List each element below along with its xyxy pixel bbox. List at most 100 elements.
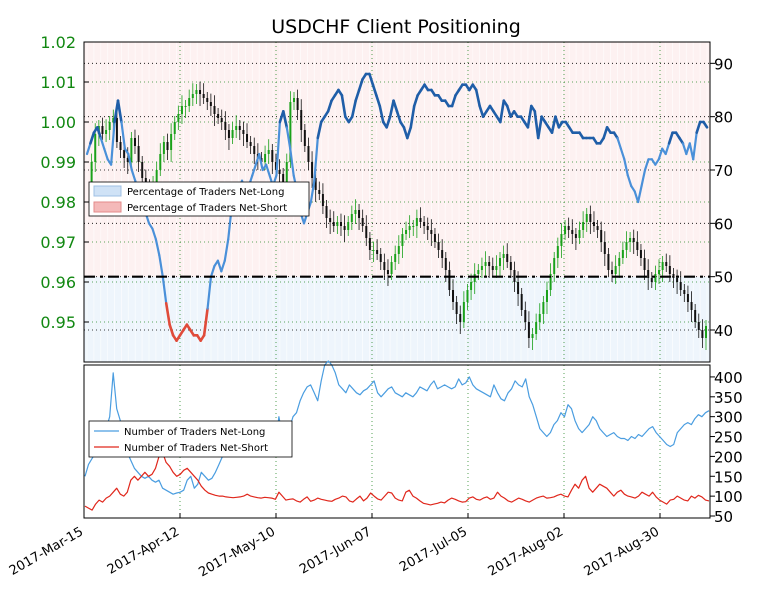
pct-net-long-segment [623, 158, 629, 177]
candle-body [694, 310, 697, 322]
pct-net-long-segment [251, 163, 257, 177]
pct-net-long-segment [285, 126, 292, 150]
count-tick-label: 200 [714, 448, 743, 466]
pct-net-long-segment [357, 78, 364, 92]
candle-body [658, 270, 661, 274]
candle-body [668, 266, 671, 274]
price-tick-label: 1.01 [40, 73, 76, 92]
candle-body [618, 258, 621, 266]
pct-net-long-segment [409, 104, 416, 129]
candle-body [621, 250, 624, 258]
candle-body [224, 122, 227, 130]
candle-body [701, 330, 704, 338]
pct-net-long-segment [554, 115, 561, 129]
pct-net-long-segment [161, 275, 168, 305]
pct-net-long-segment [395, 110, 402, 124]
candle-body [491, 266, 494, 270]
pct-net-long-segment [643, 158, 650, 172]
pct-net-long-segment [616, 136, 622, 150]
candle-body [690, 302, 693, 310]
candle-body [419, 218, 422, 222]
candle-body [231, 130, 234, 138]
legend-long-count-label: Number of Traders Net-Long [124, 427, 265, 438]
candle-body [173, 122, 176, 134]
pct-net-long-segment [474, 88, 481, 108]
candle-body [437, 242, 440, 250]
candle-body [686, 294, 689, 302]
pct-net-long-segment [550, 115, 557, 134]
candle-body [654, 274, 657, 282]
candle-body [611, 270, 614, 274]
candle-body [585, 214, 588, 222]
candle-body [209, 102, 212, 106]
candle-body [105, 130, 108, 134]
candle-body [339, 222, 342, 226]
candle-body [466, 290, 469, 302]
candle-body [115, 118, 118, 142]
candle-body [354, 210, 357, 214]
pct-net-long-segment [316, 120, 323, 140]
candle-body [647, 270, 650, 278]
candle-body [484, 262, 487, 266]
candle-body [293, 98, 295, 102]
pct-net-long-segment [378, 104, 385, 124]
candle-body [162, 142, 165, 154]
candle-body [336, 222, 339, 226]
pct-net-long-segment [206, 275, 213, 310]
candle-body [441, 250, 444, 258]
candle-body [123, 150, 126, 158]
candle-body [199, 90, 202, 94]
candle-body [242, 130, 245, 134]
percent-tick-label: 70 [714, 162, 733, 180]
candle-body [397, 246, 400, 254]
pct-net-long-segment [120, 120, 126, 150]
candle-body [191, 94, 194, 98]
pct-net-long-segment [282, 110, 289, 129]
candle-body [650, 278, 653, 282]
candle-body [625, 242, 628, 250]
candle-body [423, 222, 426, 226]
candle-body [303, 130, 306, 146]
candle-body [278, 170, 281, 174]
candle-body [271, 150, 274, 162]
candle-body [358, 210, 361, 218]
candle-body [524, 310, 527, 322]
candle-body [452, 290, 455, 302]
date-tick-label: 2017-Apr-12 [105, 524, 182, 577]
candle-body [632, 238, 635, 242]
percent-tick-label: 60 [714, 215, 733, 233]
candle-body [184, 106, 187, 107]
pct-net-long-segment [695, 120, 702, 134]
candle-body [643, 258, 646, 270]
price-axis: 0.95 0.96 0.97 0.98 0.99 1.00 1.01 1.02 [40, 33, 89, 332]
candle-body [455, 302, 458, 314]
candle-body [502, 254, 505, 258]
pct-net-long-segment [619, 147, 626, 161]
date-tick-label: 2017-Aug-30 [582, 524, 662, 579]
candle-body [246, 134, 249, 142]
candle-body [679, 282, 682, 290]
pct-net-long-segment [388, 99, 395, 118]
candle-body [213, 106, 216, 114]
net-long-count-series [84, 360, 710, 495]
candle-body [307, 146, 310, 162]
pct-net-long-segment [505, 104, 512, 118]
candle-body [636, 242, 639, 250]
candle-body [274, 162, 277, 170]
candle-body [112, 118, 115, 122]
candle-body [629, 238, 632, 242]
candle-body [600, 230, 603, 242]
pct-net-long-segment [354, 88, 361, 102]
legend-short-count-label: Number of Traders Net-Short [124, 443, 268, 454]
candle-body [683, 290, 686, 294]
candle-body [589, 214, 592, 222]
candle-body [206, 98, 209, 102]
pct-net-long-segment [223, 238, 230, 262]
candle-body [383, 262, 386, 270]
price-tick-label: 0.96 [40, 273, 76, 292]
candle-body [180, 106, 183, 114]
pct-net-long-segment [385, 115, 392, 129]
candle-body [509, 262, 512, 270]
pct-net-long-segment [89, 131, 96, 145]
candle-body [159, 154, 162, 170]
